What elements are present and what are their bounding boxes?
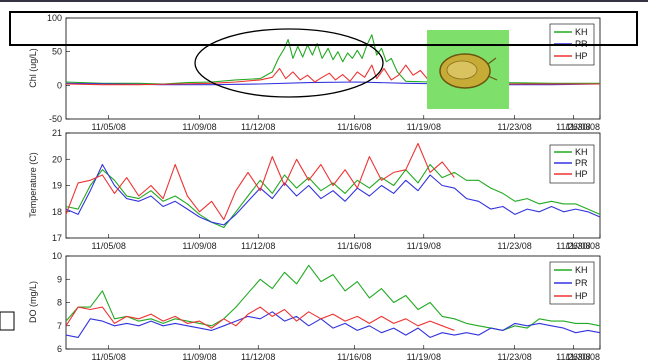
chl-legend-label-hp: HP (575, 51, 588, 61)
do-series-pr (65, 311, 601, 338)
do-ytick-label: 9 (57, 274, 62, 284)
chl-series-kh (65, 34, 600, 85)
do-xtick-label: 11/23/08 (497, 352, 531, 362)
chl-ytick-label: 100 (47, 13, 62, 23)
do-ytick-label: 10 (52, 251, 62, 261)
temperature-xtick-label: 11/09/08 (182, 241, 216, 251)
temperature-ytick-label: 18 (52, 207, 62, 217)
do-legend-label-hp: HP (575, 291, 588, 301)
chl-ytick-label: -50 (49, 114, 62, 124)
do-axes-frame (65, 255, 601, 350)
chl-legend-label-kh: KH (575, 27, 588, 37)
temperature-legend-label-kh: KH (575, 147, 588, 157)
chl-ytick-label: 50 (52, 47, 62, 57)
phytoplankton-cell-core (446, 60, 478, 80)
chl-xtick-label: 11/16/08 (337, 122, 371, 132)
temperature-ytick-label: 20 (52, 154, 62, 164)
temperature-series-kh (65, 163, 601, 229)
do-ylabel: DO (mg/L) (28, 281, 38, 323)
do-legend: KH PR HP (549, 261, 595, 305)
temperature-legend-label-hp: HP (575, 169, 588, 179)
temperature-ytick-label: 17 (52, 233, 62, 243)
temperature-panel: 17 18 19 20 21 11/05/08 11/09/08 11/12/08 11/16… (28, 128, 601, 251)
do-xtick-label: 11/30/08 (566, 352, 600, 362)
do-xtick-label: 11/19/08 (407, 352, 441, 362)
chl-series-hp (65, 64, 600, 86)
chl-ytick-label: 0 (57, 80, 62, 90)
temperature-xtick-label: 11/05/08 (92, 241, 126, 251)
do-ytick-label: 6 (57, 344, 62, 354)
temperature-ylabel: Temperature (C) (28, 152, 38, 218)
temperature-ytick-label: 21 (52, 128, 62, 138)
chl-ylabel: Chl (ug/L) (28, 48, 38, 88)
temperature-xtick-label: 11/26/08 (556, 241, 590, 251)
temperature-xtick-label: 11/12/08 (241, 241, 275, 251)
temperature-legend-label-pr: PR (575, 158, 588, 168)
chl-xtick-label: 11/19/08 (407, 122, 441, 132)
do-legend-label-pr: PR (575, 278, 588, 288)
temperature-series-pr (65, 163, 601, 226)
highlight-rectangle (9, 11, 638, 46)
left-edge-marker (0, 311, 15, 331)
do-xtick-label: 11/12/08 (241, 352, 275, 362)
do-series-kh (65, 264, 601, 331)
chl-xtick-label: 11/12/08 (241, 122, 275, 132)
do-panel: 6 7 8 9 10 11/05/08 11/09/08 11/12/08 11/16/08 1… (28, 251, 601, 362)
temperature-xtick-label: 11/19/08 (407, 241, 441, 251)
temperature-xtick-label: 11/16/08 (337, 241, 371, 251)
temperature-xtick-label: 11/30/08 (566, 241, 600, 251)
do-legend-label-kh: KH (575, 265, 588, 275)
temperature-legend: KH PR HP (549, 144, 595, 184)
chl-xtick-label: 11/23/08 (497, 122, 531, 132)
do-xtick-label: 11/16/08 (337, 352, 371, 362)
bloom-highlight-ellipse (194, 28, 384, 98)
chl-panel: -50 0 50 100 11/05/08 11/09/08 11/12/08 11/16/… (9, 11, 638, 132)
do-ytick-label: 7 (57, 321, 62, 331)
chl-xtick-label: 11/26/08 (556, 122, 590, 132)
do-xtick-label: 11/09/08 (182, 352, 216, 362)
temperature-xtick-label: 11/23/08 (497, 241, 531, 251)
temperature-ytick-label: 19 (52, 181, 62, 191)
do-ytick-label: 8 (57, 298, 62, 308)
phytoplankton-photo (427, 30, 509, 109)
temperature-series-hp (65, 142, 455, 221)
phytoplankton-spine (487, 57, 498, 81)
do-series-hp (65, 306, 455, 331)
chl-axes-frame (65, 17, 601, 120)
chl-xtick-label: 11/30/08 (566, 122, 600, 132)
do-xtick-label: 11/26/08 (556, 352, 590, 362)
do-xtick-label: 11/05/08 (92, 352, 126, 362)
chl-xtick-label: 11/05/08 (92, 122, 126, 132)
chl-xtick-label: 11/09/08 (182, 122, 216, 132)
